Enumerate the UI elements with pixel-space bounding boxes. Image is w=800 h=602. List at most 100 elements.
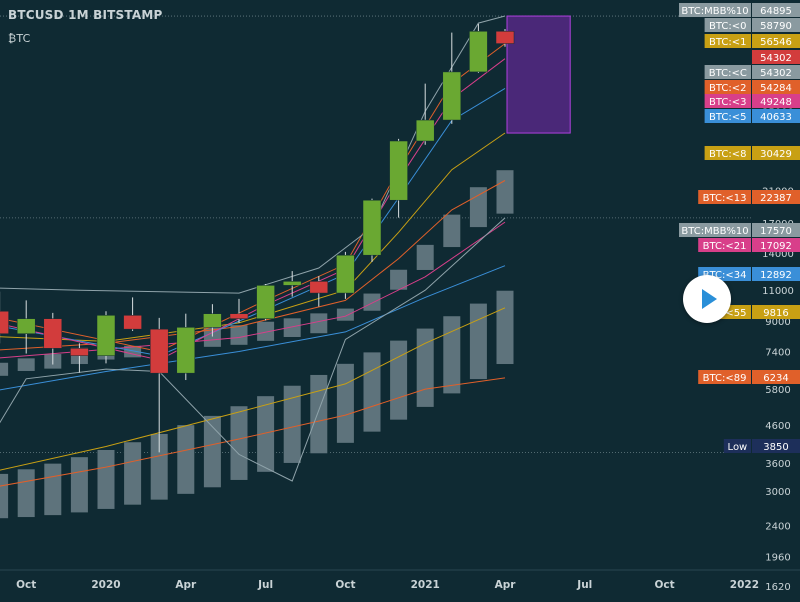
candle <box>362 198 382 263</box>
y-tick-label: 2400 <box>765 521 790 532</box>
price-label: 12892 BTC:<34 <box>698 267 800 281</box>
price-label-value: 22387 <box>760 193 792 204</box>
up-candle-body <box>256 285 275 319</box>
price-label-name: BTC:<C <box>709 68 747 79</box>
price-label-name: BTC:MBB%10 <box>681 226 748 237</box>
price-label-value-box <box>752 94 800 108</box>
y-tick-label: 9000 <box>765 317 790 328</box>
overlay-bar <box>123 441 143 506</box>
price-label-name-box <box>698 238 751 252</box>
price-label-name: Low <box>728 442 748 453</box>
price-label-name-box <box>704 146 751 160</box>
play-button[interactable] <box>683 275 731 323</box>
price-label: 40633 BTC:<5 <box>704 109 800 123</box>
price-label-value-box <box>752 190 800 204</box>
price-label-value-box <box>752 109 800 123</box>
price-label-name-box <box>698 190 751 204</box>
y-tick-label: 11000 <box>762 286 794 297</box>
price-label-name-box <box>704 80 751 94</box>
overlay-bar <box>0 361 10 377</box>
down-candle-body <box>70 348 89 356</box>
candle <box>96 311 116 364</box>
price-label-name-box <box>704 94 751 108</box>
price-label-name-box <box>723 439 751 453</box>
price-label-value: 56546 <box>760 37 792 48</box>
y-tick-label: 1960 <box>765 553 790 564</box>
price-label-value-box <box>752 18 800 32</box>
down-candle-body <box>309 281 329 294</box>
overlay-bar <box>282 317 302 338</box>
price-label-value: 3850 <box>763 442 788 453</box>
up-candle-body <box>282 281 302 286</box>
price-label: 54284 BTC:<2 <box>704 80 800 94</box>
ma-2-line <box>0 43 506 353</box>
overlay-bar <box>16 357 36 372</box>
price-label-name-box <box>704 34 751 48</box>
price-label: 54302 <box>752 50 800 64</box>
price-label-name-box <box>679 223 751 237</box>
price-label: 58790 BTC:<0 <box>704 18 800 32</box>
up-candle-body <box>469 31 488 73</box>
overlay-bar <box>468 186 488 229</box>
price-label: 49248 BTC:<3 <box>704 94 800 108</box>
price-label-value: 40633 <box>760 112 792 123</box>
price-label: 3850 Low <box>723 439 800 453</box>
candle <box>442 32 462 124</box>
price-label: 6234 BTC:<89 <box>698 370 800 384</box>
price-label-value-box <box>752 80 800 94</box>
candle <box>43 312 63 365</box>
price-label: 17570 BTC:MBB%10 <box>679 223 800 237</box>
candle <box>16 300 36 354</box>
price-label-name: BTC:MBB%10 <box>681 6 748 17</box>
overlay-bar <box>176 424 196 495</box>
x-tick-label: Oct <box>16 579 36 591</box>
x-tick-label: 2020 <box>91 579 120 591</box>
price-label-value-box <box>752 305 800 319</box>
chart-currency-subtitle: ₿TC <box>8 32 31 45</box>
price-label-name: BTC:<13 <box>703 193 747 204</box>
down-candle-body <box>123 315 142 330</box>
down-candle-body <box>229 313 249 319</box>
candle <box>176 313 196 381</box>
candle <box>389 138 408 218</box>
price-label-value-box <box>752 65 800 79</box>
overlay-bar <box>256 395 276 473</box>
chart-symbol-title: BTCUSD 1M BITSTAMP <box>8 8 163 22</box>
price-label-value-box <box>752 439 800 453</box>
x-tick-label: 2022 <box>730 579 759 591</box>
candle <box>256 284 275 321</box>
overlay-bar <box>282 384 302 464</box>
overlay-bar <box>495 289 515 366</box>
overlay-bar <box>16 468 36 519</box>
x-tick-label: 2021 <box>411 579 440 591</box>
x-tick-label: Jul <box>576 579 592 591</box>
price-label-value-box <box>752 267 800 281</box>
down-candle-body <box>149 328 169 374</box>
candle <box>149 317 169 453</box>
overlay-bar <box>495 169 515 215</box>
price-label: 30429 BTC:<8 <box>704 146 800 160</box>
overlay-bar <box>256 320 276 342</box>
price-label-name-box <box>704 109 751 123</box>
price-label-name: BTC:<89 <box>703 373 747 384</box>
candle <box>229 298 249 323</box>
y-tick-label: 7400 <box>765 347 790 358</box>
overlay-bar <box>309 312 329 335</box>
x-tick-label: Apr <box>495 579 517 591</box>
price-label-value: 64895 <box>760 6 792 17</box>
overlay-bar <box>389 339 409 421</box>
x-tick-label: Apr <box>175 579 197 591</box>
up-candle-body <box>203 313 222 328</box>
price-label-value-box <box>752 238 800 252</box>
overlay-bar <box>43 462 63 517</box>
up-candle-body <box>442 71 462 121</box>
price-label-value: 54284 <box>760 83 792 94</box>
overlay-bar <box>362 292 382 312</box>
candle <box>336 251 355 299</box>
ma-34-line <box>0 265 506 391</box>
candle <box>495 28 515 47</box>
overlay-bar <box>442 213 462 249</box>
overlay-bar <box>335 307 355 322</box>
